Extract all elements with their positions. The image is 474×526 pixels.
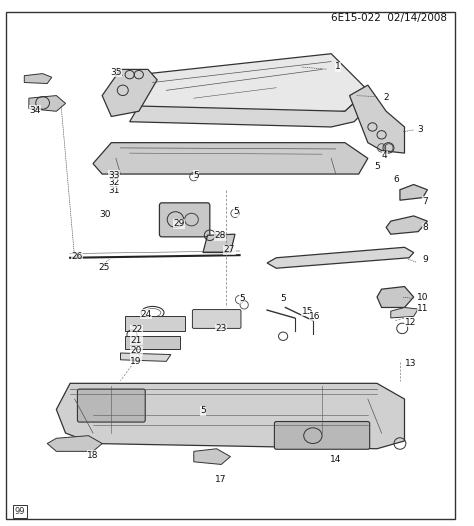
Text: 10: 10 — [417, 293, 428, 302]
Text: 9: 9 — [422, 255, 428, 264]
Text: 4: 4 — [382, 151, 388, 160]
Text: 1: 1 — [335, 62, 341, 72]
Polygon shape — [29, 96, 65, 112]
Polygon shape — [56, 383, 404, 449]
Polygon shape — [102, 69, 157, 116]
Text: 32: 32 — [108, 178, 119, 187]
Text: 12: 12 — [405, 318, 416, 327]
Text: 5: 5 — [374, 161, 380, 171]
Text: 6: 6 — [394, 175, 400, 184]
Text: 25: 25 — [98, 262, 109, 272]
Text: 11: 11 — [417, 304, 428, 313]
Text: 99: 99 — [15, 507, 25, 516]
Polygon shape — [194, 449, 230, 464]
Polygon shape — [24, 74, 52, 84]
Text: 5: 5 — [233, 207, 239, 216]
Polygon shape — [386, 216, 428, 234]
Text: 5: 5 — [200, 406, 206, 415]
FancyBboxPatch shape — [274, 421, 370, 449]
Polygon shape — [120, 353, 171, 361]
Text: 29: 29 — [173, 219, 185, 228]
Text: 19: 19 — [130, 357, 142, 366]
Text: 35: 35 — [110, 67, 122, 76]
Text: 33: 33 — [109, 170, 120, 179]
Text: 14: 14 — [330, 454, 341, 464]
Text: 20: 20 — [131, 347, 142, 356]
Polygon shape — [349, 85, 404, 153]
Text: 3: 3 — [418, 125, 423, 134]
Polygon shape — [203, 234, 235, 252]
Text: 31: 31 — [108, 186, 119, 195]
Text: 27: 27 — [224, 246, 235, 255]
Text: 34: 34 — [29, 106, 40, 115]
Text: 17: 17 — [215, 474, 226, 483]
Text: 2: 2 — [383, 93, 389, 102]
Polygon shape — [130, 90, 377, 127]
Text: 15: 15 — [301, 307, 313, 316]
Text: 24: 24 — [140, 310, 152, 319]
Polygon shape — [93, 143, 368, 174]
Text: 28: 28 — [215, 231, 226, 240]
Text: 8: 8 — [422, 224, 428, 232]
Polygon shape — [130, 54, 368, 122]
Polygon shape — [267, 247, 414, 268]
Text: 21: 21 — [131, 336, 142, 345]
Text: 30: 30 — [100, 210, 111, 219]
Text: 13: 13 — [405, 359, 416, 369]
Polygon shape — [391, 308, 418, 318]
FancyBboxPatch shape — [159, 203, 210, 237]
Polygon shape — [400, 185, 428, 200]
Bar — [125, 316, 184, 331]
FancyBboxPatch shape — [192, 310, 241, 328]
Polygon shape — [377, 287, 414, 308]
Polygon shape — [47, 436, 102, 451]
Text: 6E15-022  02/14/2008: 6E15-022 02/14/2008 — [331, 13, 447, 23]
Text: 5: 5 — [280, 294, 286, 303]
Text: 23: 23 — [216, 325, 227, 333]
Bar — [125, 336, 180, 349]
Text: 16: 16 — [309, 312, 320, 321]
Text: 5: 5 — [239, 294, 245, 303]
Text: 26: 26 — [71, 252, 82, 261]
Text: 7: 7 — [422, 197, 428, 206]
Text: 22: 22 — [131, 326, 142, 335]
Text: 18: 18 — [87, 451, 99, 460]
Text: 5: 5 — [193, 170, 199, 179]
FancyBboxPatch shape — [77, 389, 145, 422]
